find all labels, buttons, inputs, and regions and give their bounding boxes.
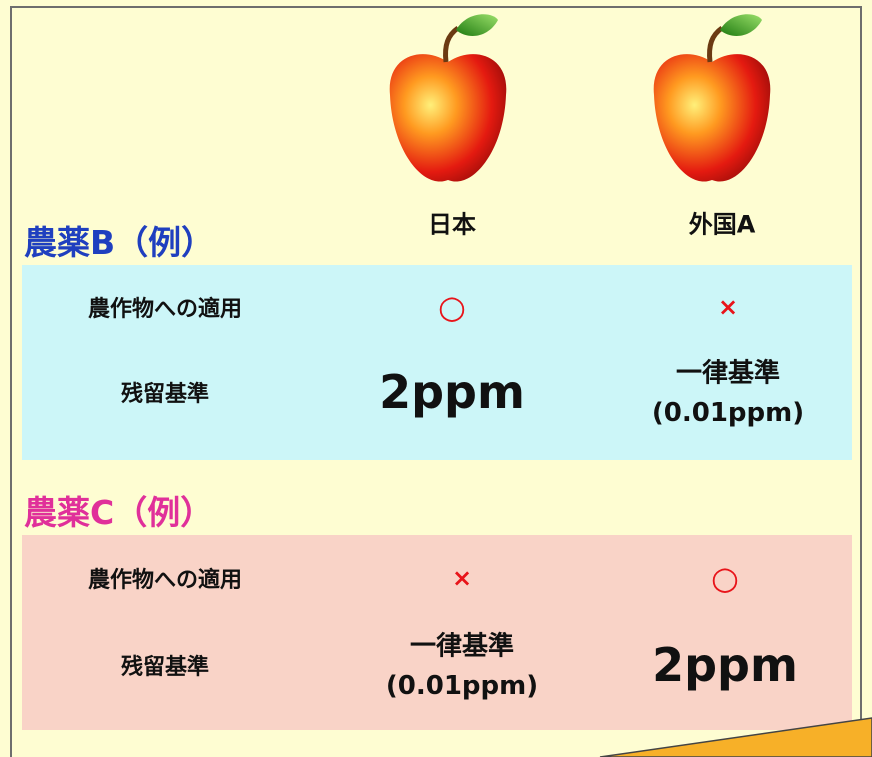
- cell-text: 一律基準: [675, 358, 781, 389]
- cell-text: 2ppm: [652, 638, 798, 692]
- section-title: 農薬B（例）: [24, 223, 215, 262]
- cell-text: 2ppm: [379, 365, 525, 419]
- apple-icon: [653, 14, 771, 182]
- cell-text: ○: [438, 288, 466, 326]
- cell-text: ×: [717, 293, 739, 321]
- row-label: 農作物への適用: [87, 297, 243, 322]
- section-band: [22, 265, 852, 460]
- cell-text: (0.01ppm): [651, 398, 805, 428]
- section-title: 農薬C（例）: [24, 493, 214, 532]
- column-header: 外国A: [688, 210, 756, 239]
- decoration: [599, 717, 872, 757]
- cell-text: ○: [711, 559, 739, 597]
- row-label: 農作物への適用: [87, 568, 243, 593]
- row-label: 残留基準: [120, 655, 210, 680]
- apple-icon: [389, 14, 507, 182]
- cell-text: ×: [451, 564, 473, 592]
- cell-text: (0.01ppm): [385, 671, 539, 701]
- cell-text: 一律基準: [409, 631, 515, 662]
- section-band: [22, 535, 852, 730]
- frame: [10, 6, 862, 757]
- row-label: 残留基準: [120, 382, 210, 407]
- column-header: 日本: [428, 210, 476, 239]
